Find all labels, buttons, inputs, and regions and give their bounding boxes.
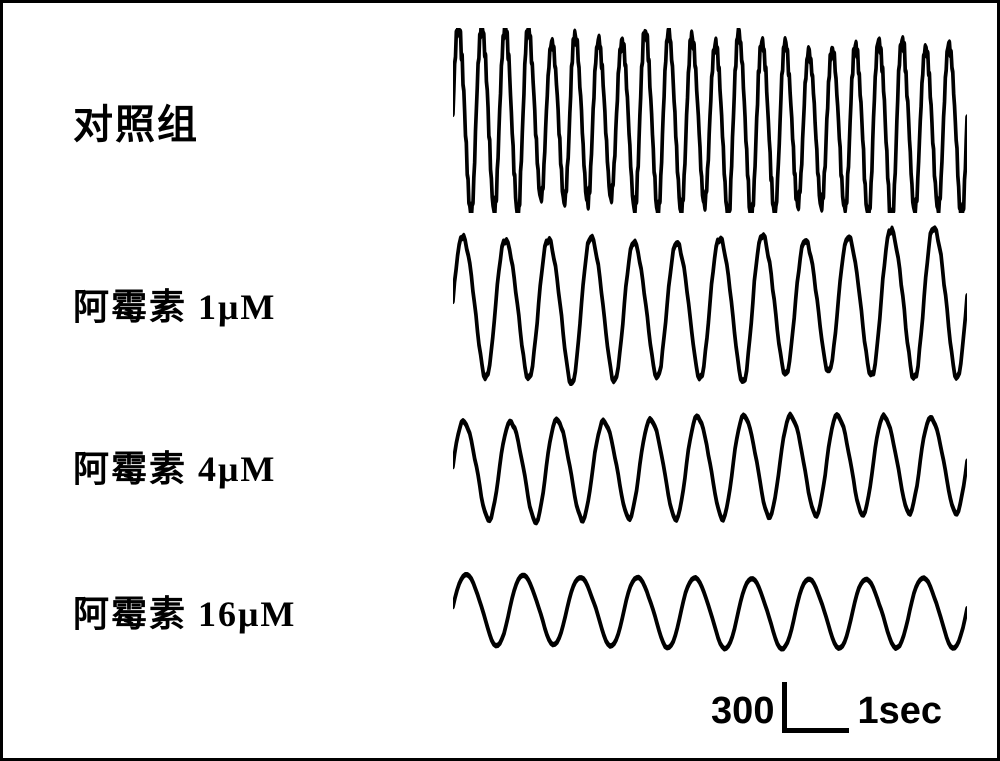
trace-svg-2 — [453, 391, 967, 541]
scale-bar-tick — [782, 682, 849, 733]
waveform-figure: 对照组阿霉素 1μM 阿霉素 4μM 阿霉素 16μM 300 1sec — [0, 0, 1000, 761]
trace-label-3: 阿霉素 16μM — [3, 585, 453, 637]
scale-time-label: 1sec — [857, 690, 942, 733]
scale-bar: 300 1sec — [711, 682, 942, 733]
trace-row-2: 阿霉素 4μM — [3, 391, 997, 541]
scale-amplitude-label: 300 — [711, 690, 774, 733]
trace-label-0: 对照组 — [3, 92, 453, 150]
trace-row-0: 对照组 — [3, 28, 997, 213]
trace-row-3: 阿霉素 16μM — [3, 543, 997, 678]
trace-svg-3 — [453, 543, 967, 678]
trace-label-1: 阿霉素 1μM — [3, 278, 453, 330]
trace-label-2: 阿霉素 4μM — [3, 440, 453, 492]
trace-svg-0 — [453, 28, 967, 213]
trace-svg-1 — [453, 221, 967, 386]
trace-row-1: 阿霉素 1μM — [3, 221, 997, 386]
